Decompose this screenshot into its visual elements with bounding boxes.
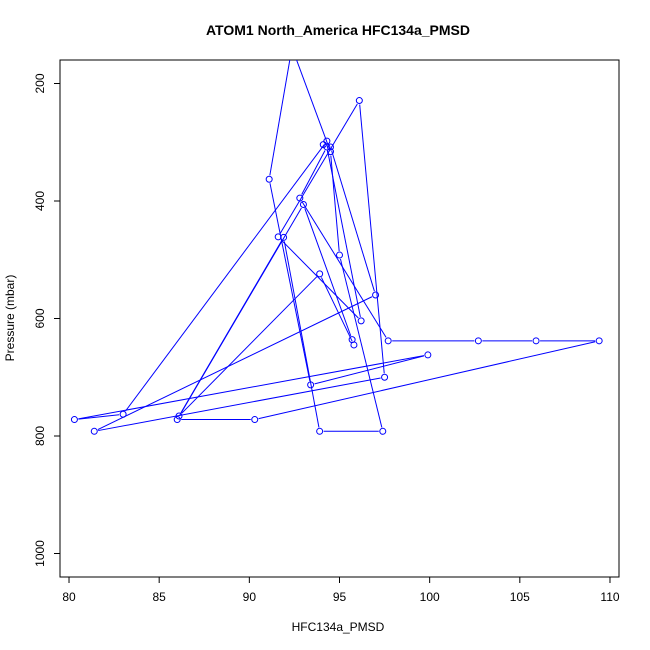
y-tick-label: 800 (33, 426, 47, 446)
x-axis: 80 85 90 95 100 105 110 (62, 576, 620, 604)
series-segment (181, 276, 318, 414)
series-segment (301, 201, 387, 338)
data-point (291, 51, 297, 57)
series-segment (269, 183, 311, 382)
series-segment (180, 240, 283, 413)
data-point (595, 337, 603, 345)
data-point (316, 270, 324, 278)
series-segment (280, 239, 359, 319)
data-point (316, 427, 324, 435)
y-tick-label: 400 (33, 191, 47, 211)
y-tick-label: 1000 (33, 540, 47, 567)
data-point (90, 427, 98, 435)
data-point (265, 175, 273, 183)
series-segment (279, 103, 358, 234)
x-tick-label: 85 (152, 590, 166, 604)
x-tick-label: 110 (600, 590, 619, 604)
data-point (379, 427, 387, 435)
data-point (355, 97, 363, 105)
series-segment (301, 150, 326, 195)
y-axis: 200 400 600 800 1000 (33, 73, 61, 567)
plot-frame (59, 59, 620, 578)
data-point (307, 381, 315, 389)
data-point (372, 291, 380, 299)
x-tick-label: 100 (420, 590, 440, 604)
data-point (299, 201, 307, 209)
data-point (175, 412, 183, 420)
series-segment (304, 208, 352, 337)
data-point (274, 233, 282, 241)
y-tick-label: 200 (33, 73, 47, 93)
series-segment (320, 277, 353, 342)
data-point (70, 416, 78, 424)
x-tick-label: 80 (62, 590, 76, 604)
series-segment (330, 155, 340, 252)
chart-title: ATOM1 North_America HFC134a_PMSD (206, 22, 470, 38)
y-tick-label: 600 (33, 308, 47, 328)
data-point (296, 194, 304, 202)
data-point (381, 373, 389, 381)
series-segment (78, 414, 120, 420)
series-segment (331, 150, 375, 292)
data-point (474, 337, 482, 345)
data-point (532, 337, 540, 345)
x-tick-label: 90 (243, 590, 257, 604)
series-segment (296, 60, 330, 149)
series-segment (339, 258, 383, 428)
x-tick-label: 105 (510, 590, 530, 604)
data-point (326, 148, 334, 156)
data-point (336, 251, 343, 259)
series-segment (97, 296, 373, 431)
x-tick-label: 95 (333, 590, 347, 604)
data-point (350, 341, 358, 349)
data-point (323, 143, 331, 151)
data-point (424, 351, 432, 359)
series-segment (98, 377, 381, 432)
series-segment (359, 104, 385, 374)
series-segment (258, 341, 596, 420)
data-point (173, 416, 181, 424)
y-axis-label: Pressure (mbar) (3, 275, 17, 362)
series-line (70, 51, 603, 435)
data-point (319, 141, 327, 149)
series-segment (125, 143, 325, 412)
data-point (280, 233, 288, 241)
data-point (288, 51, 294, 57)
data-point (357, 317, 365, 325)
data-point (119, 410, 127, 418)
data-point (251, 416, 259, 424)
data-point (326, 143, 334, 151)
x-axis-label: HFC134a_PMSD (292, 620, 385, 634)
series-segment (283, 241, 320, 428)
series-segment (314, 355, 425, 385)
data-point (384, 337, 392, 345)
series-segment (269, 60, 291, 176)
